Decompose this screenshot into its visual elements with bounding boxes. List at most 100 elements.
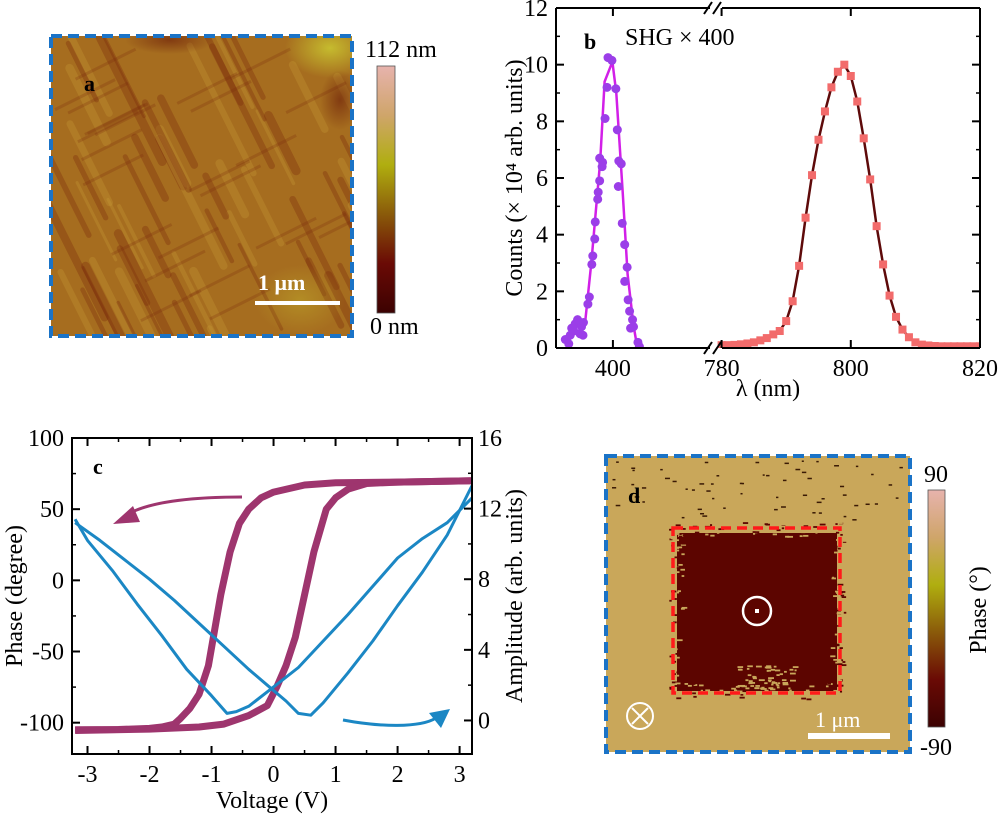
edge-speckle-dot: [834, 545, 838, 548]
phase-arrowhead: [113, 506, 140, 524]
y2-tick-label-c: 8: [478, 567, 490, 593]
afm-streak: [65, 63, 111, 147]
data-point-fundamental: [788, 297, 797, 306]
fit-line-fundamental: [721, 62, 980, 348]
edge-speckle-dot: [781, 527, 785, 530]
edge-speckle-dot: [678, 535, 683, 538]
afm-streak: [241, 166, 285, 247]
edge-speckle-dot: [841, 591, 846, 593]
edge-speckle-dot: [673, 621, 677, 624]
data-point-shg: [622, 262, 632, 272]
edge-speckle-dot: [785, 535, 790, 538]
afm-streak: [337, 157, 352, 191]
data-point-fundamental: [866, 175, 875, 184]
pfm-speckle-dot: [842, 494, 847, 496]
edge-speckle-dot: [776, 684, 780, 687]
edge-speckle-dot: [842, 541, 847, 544]
data-point-shg: [595, 176, 605, 186]
edge-speckle-dot: [740, 693, 744, 696]
afm-streak: [157, 226, 220, 260]
panel-label-c: c: [93, 454, 103, 479]
edge-speckle-dot: [837, 659, 842, 662]
scalebar-d: [808, 733, 890, 739]
pfm-speckle-dot: [699, 483, 705, 485]
panel-d: d 1 μm 90 -90 Phase (°): [604, 454, 992, 761]
afm-streak: [206, 325, 217, 336]
axis-break-mark: [703, 1, 713, 15]
edge-speckle-dot: [805, 686, 809, 689]
edge-speckle-dot: [678, 644, 685, 647]
pfm-speckle-dot: [854, 504, 859, 507]
edge-speckle-dot: [713, 529, 720, 531]
edge-speckle-dot: [830, 655, 836, 658]
data-point-fundamental: [724, 341, 733, 348]
edge-speckle-dot: [834, 644, 840, 647]
edge-speckle-dot: [710, 524, 713, 526]
edge-speckle-dot: [681, 558, 684, 561]
edge-speckle-dot: [737, 666, 744, 668]
edge-speckle-dot: [830, 588, 836, 590]
edge-speckle-dot: [836, 612, 840, 615]
y-tick-label-b: 8: [536, 109, 548, 135]
afm-streak: [51, 201, 109, 322]
edge-speckle-dot: [675, 653, 680, 655]
pfm-speckle-dot: [888, 484, 893, 486]
pfm-speckle-dot: [855, 465, 859, 468]
edge-speckle-dot: [832, 558, 835, 561]
afm-streak: [84, 103, 146, 136]
panel-label-d: d: [628, 483, 640, 508]
pfm-speckle-dot: [774, 508, 778, 511]
y2-tick-label-c: 0: [478, 708, 490, 734]
x-tick-label-c: 3: [454, 762, 466, 788]
edge-speckle-dot: [724, 693, 731, 696]
edge-speckle-dot: [834, 684, 840, 687]
edge-speckle-dot: [748, 680, 753, 683]
data-point-shg: [590, 217, 600, 227]
afm-streak: [113, 229, 175, 336]
edge-speckle-dot: [725, 523, 730, 526]
afm-bright-region: [255, 265, 345, 335]
afm-streak: [199, 164, 262, 198]
edge-speckle-dot: [739, 684, 746, 687]
afm-streak: [94, 103, 156, 137]
pfm-speckle-dot: [766, 474, 770, 477]
data-point-fundamental: [969, 342, 978, 348]
edge-speckle-dot: [669, 538, 673, 541]
edge-speckle-dot: [669, 599, 672, 602]
afm-streak: [204, 208, 235, 264]
edge-speckle-dot: [765, 523, 770, 526]
afm-bright-region: [285, 36, 352, 78]
edge-speckle-dot: [747, 674, 752, 677]
edge-speckle-dot: [833, 537, 837, 540]
edge-speckle-dot: [734, 689, 738, 692]
edge-speckle-dot: [766, 665, 772, 668]
edge-speckle-dot: [710, 534, 715, 537]
edge-speckle-dot: [674, 547, 680, 549]
data-point-shg: [625, 306, 635, 316]
pfm-speckle-dot: [741, 482, 745, 485]
edge-speckle-dot: [762, 694, 768, 696]
afm-streak: [339, 134, 352, 163]
afm-streak: [188, 264, 251, 298]
data-point-shg: [616, 159, 626, 169]
edge-speckle-dot: [835, 590, 841, 593]
afm-streak: [285, 212, 347, 246]
y-axis-label-c: Phase (degree): [2, 525, 28, 667]
data-point-shg: [593, 187, 603, 197]
afm-streak: [235, 134, 297, 167]
data-point-shg: [598, 157, 608, 167]
edge-speckle-dot: [832, 556, 835, 558]
afm-streak: [186, 42, 257, 177]
edge-speckle-dot: [840, 533, 843, 536]
data-point-fundamental: [898, 325, 907, 334]
afm-streak: [51, 153, 92, 238]
edge-speckle-dot: [694, 682, 700, 684]
edge-speckle-dot: [792, 666, 799, 668]
edge-speckle-dot: [776, 674, 780, 677]
edge-speckle-dot: [676, 567, 682, 569]
pfm-speckle-dot: [641, 487, 647, 489]
data-point-shg: [623, 295, 633, 305]
edge-speckle-dot: [781, 679, 787, 682]
edge-speckle-dot: [830, 543, 836, 546]
data-point-fundamental: [827, 83, 836, 92]
